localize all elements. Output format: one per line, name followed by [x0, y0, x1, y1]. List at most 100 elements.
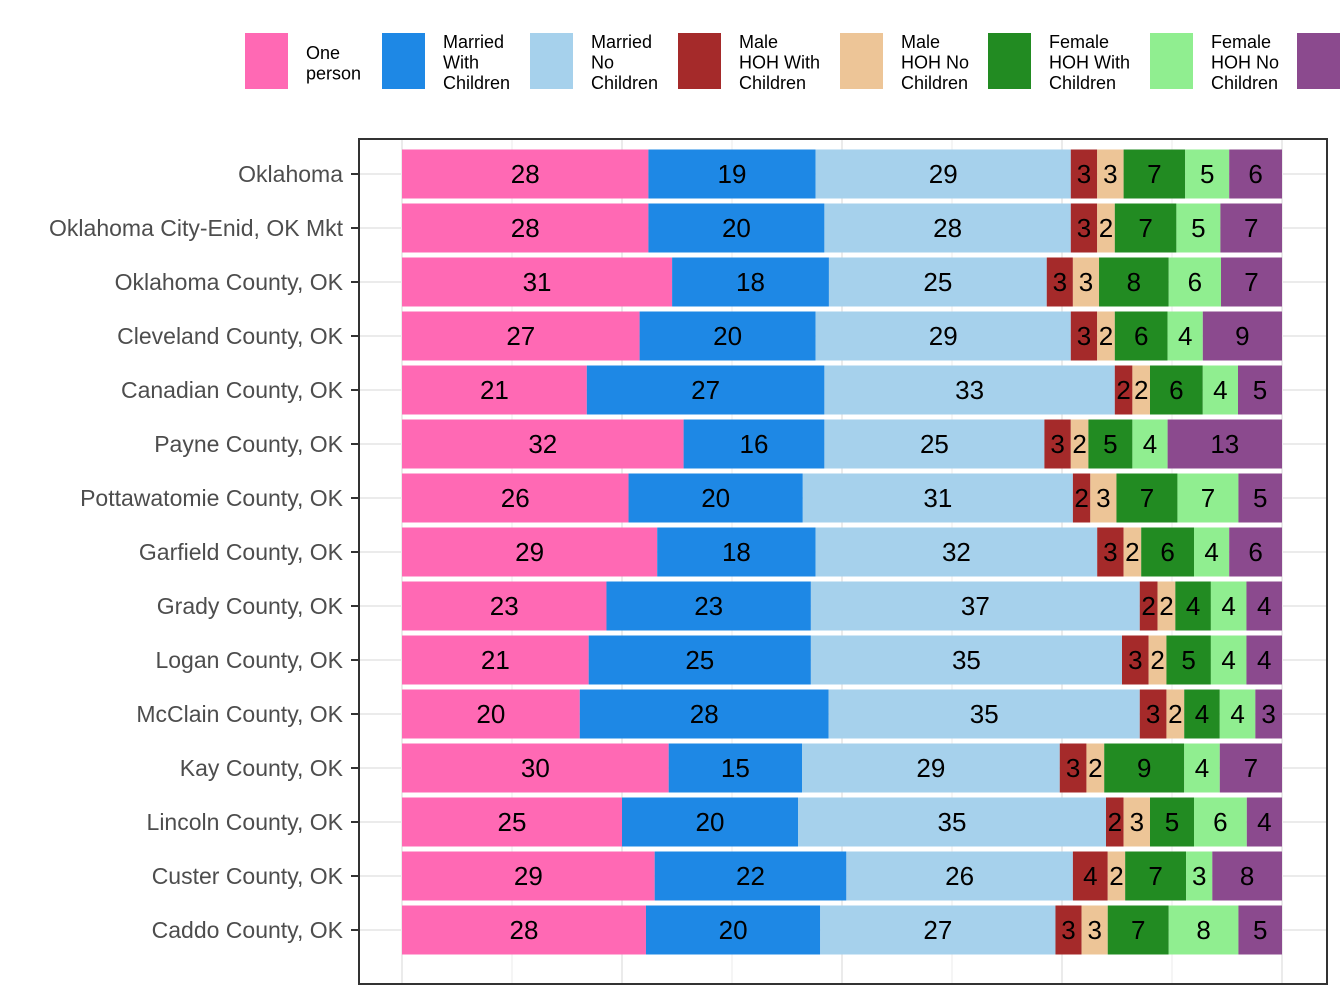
data-label: 28 — [510, 915, 539, 945]
bar-segment-other — [1255, 689, 1282, 739]
bar-segment-married-no-children — [824, 419, 1045, 469]
data-label: 4 — [1257, 645, 1271, 675]
data-label: 5 — [1253, 375, 1267, 405]
data-label: 20 — [476, 699, 505, 729]
data-label: 2 — [1072, 429, 1086, 459]
bar-segment-one-person — [402, 743, 669, 793]
bar-segment-married-no-children — [802, 473, 1073, 523]
bar-segment-male-hoh-with-children — [1114, 365, 1133, 415]
bar-segment-female-hoh-with-children — [1166, 635, 1211, 685]
legend-label: Children — [591, 73, 658, 93]
bar-segment-one-person — [402, 581, 607, 631]
data-label: 28 — [933, 213, 962, 243]
bar-segment-female-hoh-no-children — [1210, 635, 1247, 685]
bar-segment-married-with-children — [628, 473, 803, 523]
data-label: 3 — [1130, 807, 1144, 837]
bar-segment-male-hoh-no-children — [1086, 743, 1105, 793]
y-tick-label: Lincoln County, OK — [147, 809, 344, 835]
bar-segment-male-hoh-no-children — [1166, 689, 1185, 739]
data-label: 4 — [1221, 591, 1235, 621]
legend-label: Children — [739, 73, 806, 93]
data-label: 7 — [1244, 267, 1258, 297]
bar-segment-other — [1229, 527, 1282, 577]
legend: OnepersonMarriedWithChildrenMarriedNoChi… — [245, 32, 1340, 93]
y-tick-label: Cleveland County, OK — [117, 323, 344, 349]
bar-segment-male-hoh-no-children — [1090, 473, 1117, 523]
y-tick-label: Oklahoma — [238, 161, 343, 187]
legend-label: One — [306, 43, 340, 63]
bar-segment-one-person — [402, 203, 649, 253]
legend-label: With — [443, 53, 479, 73]
legend-key-female-hoh-with-children — [988, 33, 1031, 89]
data-label: 33 — [955, 375, 984, 405]
bar-segment-male-hoh-no-children — [1097, 311, 1115, 361]
bar-segment-female-hoh-no-children — [1168, 905, 1239, 955]
bar-segment-married-no-children — [815, 149, 1071, 199]
bar-segment-married-no-children — [824, 203, 1071, 253]
data-label: 22 — [736, 861, 765, 891]
data-label: 21 — [480, 375, 509, 405]
data-label: 2 — [1134, 375, 1148, 405]
bar-segment-male-hoh-no-children — [1070, 419, 1089, 469]
bar-segment-female-hoh-with-children — [1141, 527, 1194, 577]
bar-segment-married-with-children — [654, 851, 847, 901]
data-label: 5 — [1165, 807, 1179, 837]
data-label: 30 — [521, 753, 550, 783]
bar-segment-female-hoh-no-children — [1177, 473, 1239, 523]
data-label: 27 — [506, 321, 535, 351]
bar-segment-other — [1202, 311, 1282, 361]
data-label: 25 — [498, 807, 527, 837]
bar-segment-female-hoh-no-children — [1194, 527, 1230, 577]
data-label: 31 — [923, 483, 952, 513]
bar-segment-other — [1229, 149, 1282, 199]
data-label: 4 — [1178, 321, 1192, 351]
bar-segment-male-hoh-no-children — [1157, 581, 1176, 631]
data-label: 18 — [722, 537, 751, 567]
data-label: 27 — [923, 915, 952, 945]
bar-segment-one-person — [402, 527, 658, 577]
bar-segment-female-hoh-no-children — [1219, 689, 1256, 739]
bar-segment-male-hoh-no-children — [1081, 905, 1108, 955]
data-label: 2 — [1099, 321, 1113, 351]
data-label: 28 — [511, 159, 540, 189]
bar-segment-one-person — [402, 473, 629, 523]
bar-segment-female-hoh-with-children — [1104, 743, 1185, 793]
bar-segment-male-hoh-no-children — [1123, 797, 1150, 847]
data-label: 2 — [1109, 861, 1123, 891]
bar-segment-married-no-children — [798, 797, 1106, 847]
panel-border — [358, 138, 1328, 985]
bar-segment-married-no-children — [810, 581, 1140, 631]
bar-segment-married-with-children — [639, 311, 816, 361]
bar-segment-female-hoh-no-children — [1168, 257, 1222, 307]
y-tick-label: Logan County, OK — [155, 647, 343, 673]
bar-segment-female-hoh-no-children — [1132, 419, 1168, 469]
bar-segment-married-with-children — [645, 905, 821, 955]
data-label: 4 — [1143, 429, 1157, 459]
bar-segment-female-hoh-with-children — [1114, 203, 1177, 253]
data-label: 32 — [528, 429, 557, 459]
data-label: 6 — [1169, 375, 1183, 405]
data-label: 28 — [690, 699, 719, 729]
bar-segment-one-person — [402, 365, 587, 415]
data-label: 2 — [1150, 645, 1164, 675]
legend-label: Children — [443, 73, 510, 93]
data-label: 5 — [1253, 483, 1267, 513]
bar-segment-female-hoh-with-children — [1123, 149, 1186, 199]
bar-segment-male-hoh-with-children — [1046, 257, 1073, 307]
data-label: 6 — [1248, 537, 1262, 567]
bar-segment-male-hoh-with-children — [1072, 473, 1091, 523]
data-label: 20 — [713, 321, 742, 351]
data-label: 8 — [1127, 267, 1141, 297]
data-label: 7 — [1140, 483, 1154, 513]
bar-segment-male-hoh-with-children — [1139, 689, 1167, 739]
data-label: 6 — [1134, 321, 1148, 351]
data-label: 5 — [1253, 915, 1267, 945]
data-label: 3 — [1066, 753, 1080, 783]
bar-segment-one-person — [402, 311, 640, 361]
data-label: 35 — [952, 645, 981, 675]
bar-segment-male-hoh-with-children — [1106, 797, 1124, 847]
data-label: 4 — [1083, 861, 1097, 891]
data-label: 6 — [1248, 159, 1262, 189]
y-tick-label: Oklahoma County, OK — [115, 269, 344, 295]
bar-segment-married-no-children — [815, 311, 1071, 361]
